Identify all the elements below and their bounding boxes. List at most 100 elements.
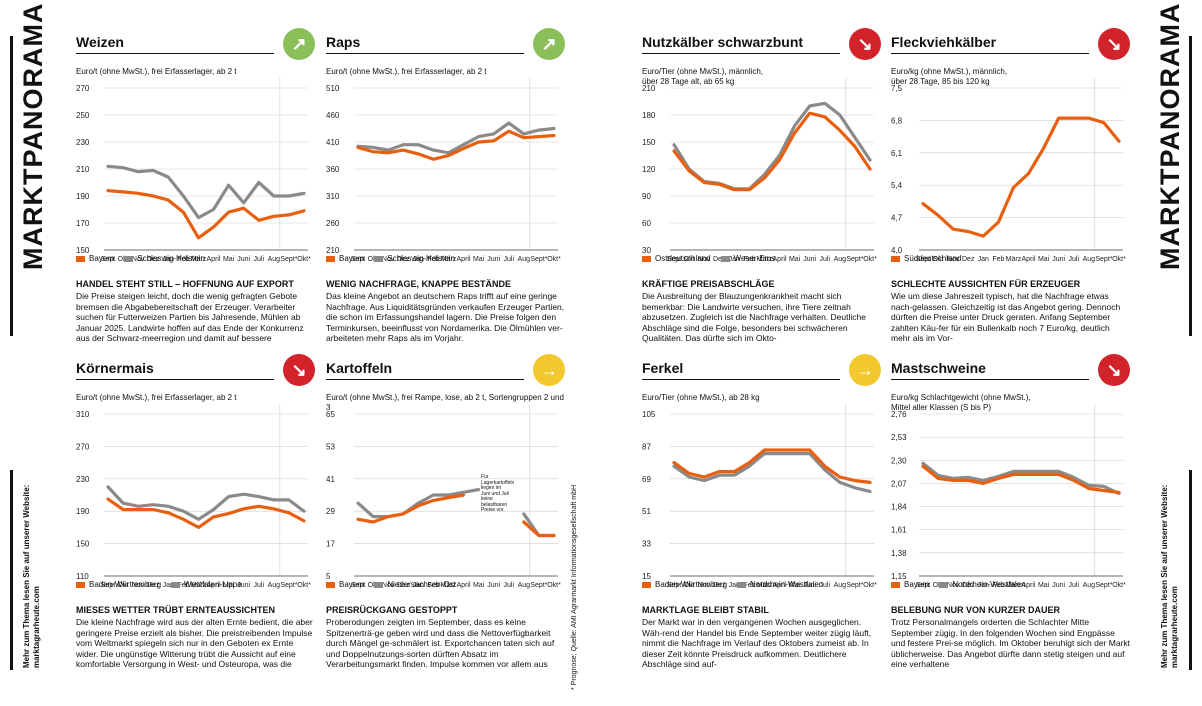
- panel-title: Fleckviehkälber: [891, 34, 997, 50]
- article-headline: WENIG NACHFRAGE, KNAPPE BESTÄNDE: [326, 279, 512, 289]
- x-tick-label: Okt: [118, 582, 129, 589]
- x-tick-label: Jan: [978, 256, 989, 263]
- legend-swatch: [939, 581, 949, 588]
- x-tick-label: Okt*: [1112, 582, 1126, 589]
- legend-item: Baden-Württemberg: [642, 580, 727, 589]
- x-tick-label: Sept*: [1095, 256, 1112, 263]
- y-tick-label: 210: [326, 246, 340, 255]
- legend-item: Bayern: [891, 580, 929, 589]
- y-tick-label: 2,53: [891, 433, 907, 442]
- series-line-ostdeutschland: [672, 111, 872, 192]
- y-tick-label: 230: [76, 138, 90, 147]
- x-tick-label: April: [1022, 256, 1036, 263]
- side-note-right: Mehr zum Thema lesen Sie auf unserer Web…: [1160, 485, 1180, 668]
- panel-title: Kartoffeln: [326, 360, 393, 376]
- article-body: Wie um diese Jahreszeit typisch, hat die…: [891, 291, 1121, 344]
- trend-up-icon: ↗: [283, 28, 315, 60]
- y-tick-label: 150: [76, 540, 90, 549]
- y-tick-label: 30: [642, 246, 651, 255]
- legend-swatch: [642, 581, 651, 588]
- side-note-line1: Mehr zum Thema lesen Sie auf unserer Web…: [22, 484, 31, 668]
- x-tick-label: März: [191, 256, 207, 263]
- y-tick-label: 120: [642, 165, 656, 174]
- panel-title: Ferkel: [642, 360, 684, 376]
- y-tick-label: 1,61: [891, 526, 907, 535]
- x-tick-label: April: [773, 256, 787, 263]
- series-line-bayern: [921, 464, 1121, 495]
- y-tick-label: 5: [326, 572, 331, 581]
- x-tick-label: Sept*: [280, 256, 297, 263]
- x-tick-label: Feb: [992, 582, 1004, 589]
- x-tick-label: Okt: [933, 582, 944, 589]
- x-tick-label: März: [757, 256, 773, 263]
- y-tick-label: 41: [326, 475, 335, 484]
- x-tick-label: Feb: [992, 256, 1004, 263]
- trend-flat-icon: →: [849, 354, 881, 386]
- chart-legend: Baden-Württemberg Westfalen-Lippe: [76, 580, 242, 589]
- legend-swatch: [326, 581, 335, 588]
- x-tick-label: Juni: [803, 582, 816, 589]
- x-tick-label: März: [441, 256, 457, 263]
- y-tick-label: 1,38: [891, 549, 907, 558]
- x-tick-label: Sept: [667, 256, 681, 263]
- series-line-weser-ems: [672, 101, 872, 191]
- unit-label: Euro/t (ohne MwSt.), frei Erfasserlager,…: [76, 67, 237, 76]
- unit-label: Euro/kg (ohne MwSt.), männlich, über 28 …: [891, 67, 1008, 86]
- panel-title: Raps: [326, 34, 361, 50]
- legend-item: Nordrhein-Westfalen: [939, 580, 1026, 589]
- y-tick-label: 310: [326, 192, 340, 201]
- y-tick-label: 1,84: [891, 503, 907, 512]
- panel-nutzkaelber: Nutzkälber schwarzbunt ↘ Euro/Tier (ohne M…: [642, 28, 881, 354]
- y-tick-label: 17: [326, 540, 335, 549]
- y-tick-label: 15: [642, 572, 651, 581]
- x-tick-label: März: [757, 582, 773, 589]
- y-tick-label: 510: [326, 84, 340, 93]
- x-tick-label: Nov: [947, 256, 960, 263]
- legend-item: Baden-Württemberg: [76, 580, 161, 589]
- legend-label: Bayern: [339, 254, 365, 263]
- article-headline: SCHLECHTE AUSSICHTEN FÜR ERZEUGER: [891, 279, 1081, 289]
- x-tick-label: Nov: [132, 582, 145, 589]
- x-tick-label: Okt: [368, 582, 379, 589]
- y-tick-label: 310: [76, 410, 90, 419]
- panel-weizen: Weizen ↗ Euro/t (ohne MwSt.), frei Erfasse…: [76, 28, 315, 354]
- x-tick-label: Aug: [518, 256, 531, 263]
- x-tick-label: April: [773, 582, 787, 589]
- article-headline: MIESES WETTER TRÜBT ERNTEAUSSICHTEN: [76, 605, 276, 615]
- panel-title: Mastschweine: [891, 360, 986, 376]
- title-rule: [891, 53, 1089, 54]
- side-note-line1: Mehr zum Thema lesen Sie auf unserer Web…: [1160, 484, 1169, 668]
- legend-swatch: [76, 255, 85, 262]
- legend-swatch: [891, 581, 900, 588]
- legend-item: Ostdeutschland: [642, 254, 711, 263]
- series-line-schleswig-holstein: [356, 121, 556, 155]
- legend-label: Westfalen-Lippe: [184, 580, 242, 589]
- x-tick-label: Feb: [177, 582, 189, 589]
- y-tick-label: 53: [326, 442, 335, 451]
- chart-legend: Ostdeutschland Weser-Ems: [642, 254, 775, 263]
- y-tick-label: 210: [642, 84, 656, 93]
- legend-swatch: [891, 255, 900, 262]
- legend-label: Bayern: [89, 254, 115, 263]
- line-chart: 7,56,86,15,44,74,0Sept2023OktNovDezJan20…: [891, 78, 1126, 263]
- x-tick-label: April: [207, 582, 221, 589]
- chart-legend: Bayern Schleswig-Holstein: [76, 254, 205, 263]
- legend-label: Ostdeutschland: [655, 254, 711, 263]
- x-tick-label: Sept*: [530, 256, 547, 263]
- panel-fleckvieh: Fleckviehkälber ↘ Euro/kg (ohne MwSt.), mä…: [891, 28, 1130, 354]
- y-tick-label: 29: [326, 507, 335, 516]
- unit-label: Euro/Tier (ohne MwSt.), ab 28 kg: [642, 393, 760, 402]
- article-body: Proberodungen zeigten im September, dass…: [326, 617, 555, 671]
- x-tick-label: Sept: [351, 256, 365, 263]
- x-tick-label: Dez: [147, 582, 160, 589]
- unit-label: Euro/kg Schlachtgewicht (ohne MwSt.), Mi…: [891, 393, 1031, 412]
- series-line-bayern: [356, 129, 556, 161]
- x-tick-label: Juni: [487, 256, 500, 263]
- x-tick-label: Sept: [916, 582, 930, 589]
- y-tick-label: 190: [76, 507, 90, 516]
- legend-item: Schleswig-Holstein: [124, 254, 205, 263]
- x-tick-label: Feb: [743, 256, 755, 263]
- x-tick-label: Dez: [147, 256, 160, 263]
- x-tick-label: Juni: [1052, 582, 1065, 589]
- line-chart: 1058769513315Sept2023OktNovDezJan2024Feb…: [642, 404, 877, 589]
